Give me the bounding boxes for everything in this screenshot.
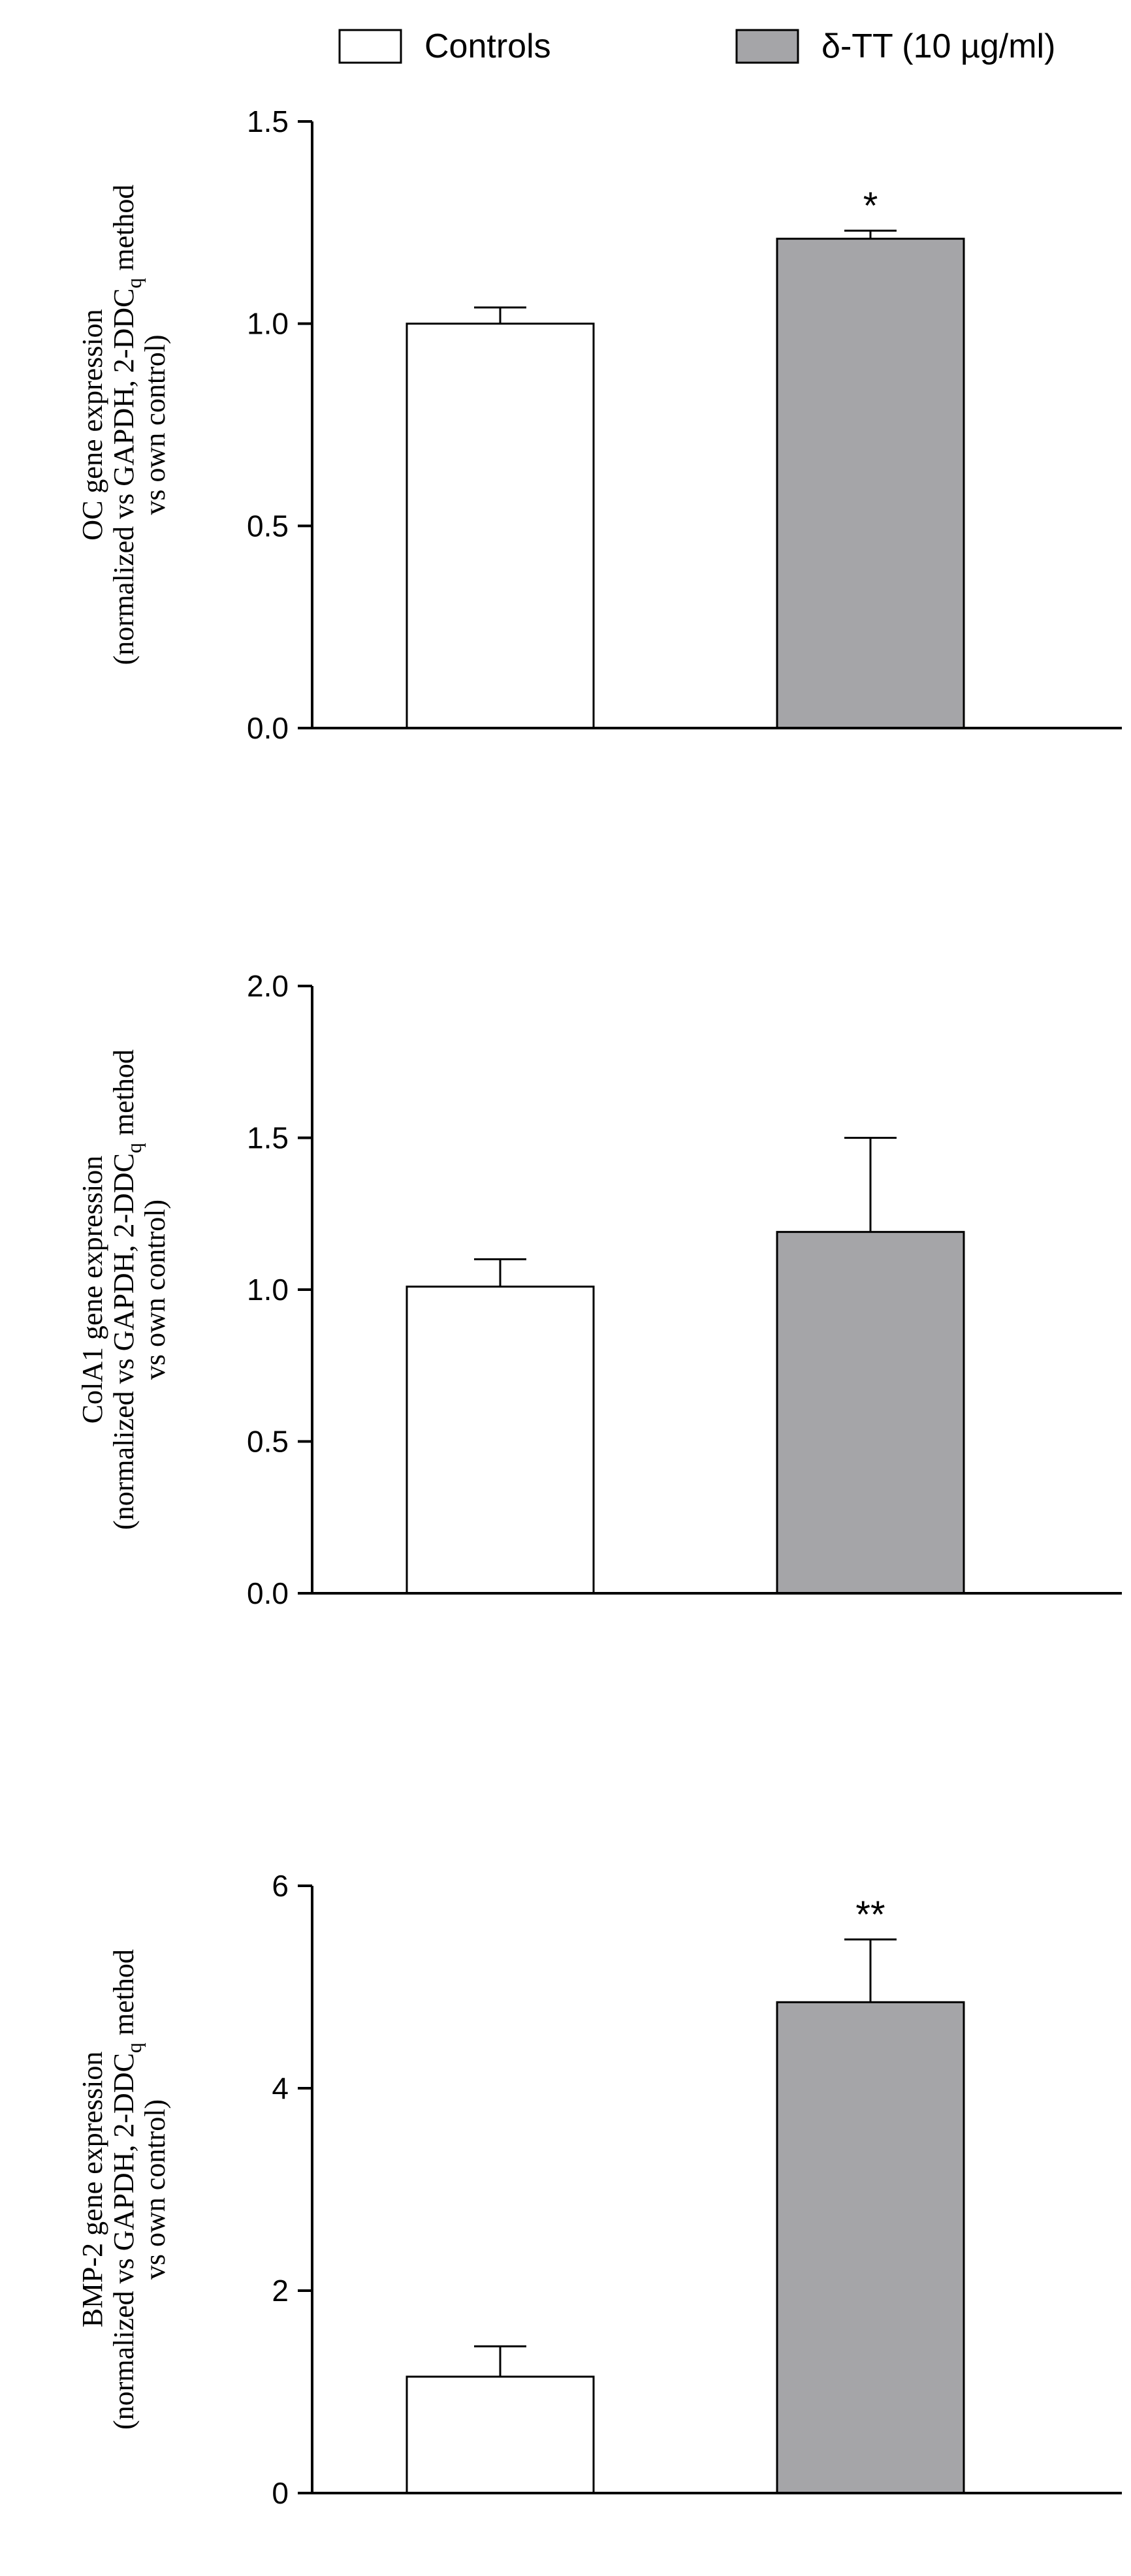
y-tick-label: 1.0 <box>247 307 289 341</box>
y-tick-label: 0 <box>272 2476 289 2510</box>
y-label-line-2: (normalized vs GAPDH, 2-DDCq method <box>108 1949 146 2430</box>
y-label-line-3: vs own control) <box>139 2099 171 2280</box>
chart-panels: *0.00.51.01.5OC gene expression (normaliz… <box>76 104 1122 2510</box>
legend-label-0: Controls <box>424 27 551 65</box>
chart-panel-2: 0.0 0.5 1.0 1.5 2.0 ColA1 gene expression (nor… <box>76 969 1122 1610</box>
legend: Controls δ-TT (10 µg/ml) <box>338 27 1055 65</box>
legend-swatch-1 <box>735 29 799 64</box>
y-tick-label: 1.0 <box>247 1273 289 1307</box>
y-tick-label: 0.5 <box>247 1425 289 1459</box>
y-label-line-1: ColA1 gene expression <box>76 1156 108 1424</box>
y-label-line-2: (normalized vs GAPDH, 2-DDCq method <box>108 1049 146 1530</box>
y-tick-label: 0.0 <box>247 711 289 745</box>
y-tick-label: 4 <box>272 2071 289 2105</box>
bar-1 <box>776 2001 965 2494</box>
y-tick-label: 6 <box>272 1869 289 1903</box>
chart-panel-3: ** 0 2 4 6 BMP-2 gene expression (normalized v… <box>76 1869 1122 2510</box>
bar-1 <box>776 238 965 729</box>
y-tick-label: 2 <box>272 2274 289 2308</box>
y-label-line-2-text: (normalized vs GAPDH, 2-DDC <box>108 1153 140 1530</box>
y-tick-label: 2.0 <box>247 969 289 1003</box>
y-label-line-3: vs own control) <box>139 334 171 515</box>
y-label-subscript: q <box>122 278 146 289</box>
y-axis-label: OC gene expression (normalized vs GAPDH, … <box>76 185 171 665</box>
legend-swatch-0 <box>338 29 402 64</box>
chart-panel-1: * 0.0 0.5 1.0 1.5 OC gene expression (normaliz… <box>76 104 1122 745</box>
y-label-line-1: OC gene expression <box>76 309 108 540</box>
y-label-line-1: BMP-2 gene expression <box>76 2052 108 2328</box>
y-label-line-2-suffix: method <box>108 185 140 278</box>
y-axis-label: BMP-2 gene expression (normalized vs GAPD… <box>76 1949 171 2430</box>
y-tick-label: 0.5 <box>247 509 289 543</box>
bar-0 <box>406 2376 595 2494</box>
y-label-line-3: vs own control) <box>139 1200 171 1380</box>
bar-0 <box>406 1285 595 1595</box>
significance-1: * <box>863 185 878 227</box>
y-label-subscript: q <box>122 1143 146 1153</box>
y-label-line-2: (normalized vs GAPDH, 2-DDCq method <box>108 185 146 665</box>
y-label-line-2-text: (normalized vs GAPDH, 2-DDC <box>108 289 140 665</box>
y-axis-label: ColA1 gene expression (normalized vs GAPD… <box>76 1049 171 1530</box>
y-tick-label: 0.0 <box>247 1576 289 1610</box>
y-tick-label: 1.5 <box>247 1121 289 1155</box>
y-label-line-2-suffix: method <box>108 1949 140 2043</box>
y-tick-label: 1.5 <box>247 104 289 138</box>
significance-1: ** <box>855 1894 885 1936</box>
bar-1 <box>776 1231 965 1595</box>
bar-0 <box>406 323 595 729</box>
legend-label-1: δ-TT (10 µg/ml) <box>821 27 1055 65</box>
y-label-line-2-suffix: method <box>108 1049 140 1143</box>
y-label-line-2-text: (normalized vs GAPDH, 2-DDC <box>108 2053 140 2430</box>
y-label-subscript: q <box>122 2043 146 2053</box>
